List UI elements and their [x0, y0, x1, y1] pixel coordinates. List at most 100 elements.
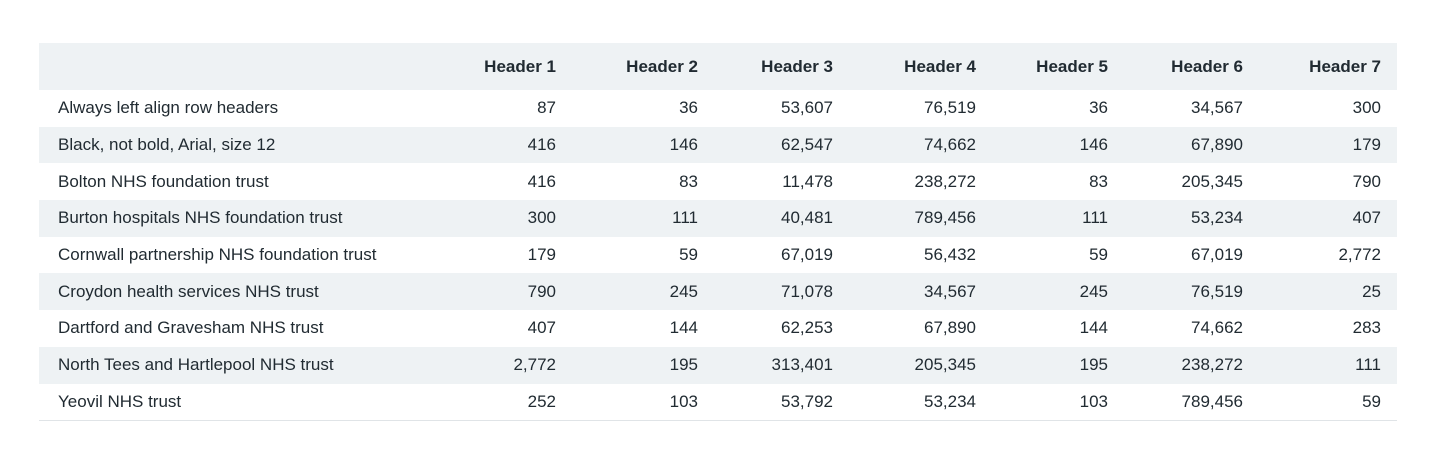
- data-cell: 74,662: [833, 126, 976, 164]
- row-spacer: [1381, 346, 1397, 384]
- row-spacer: [1381, 200, 1397, 237]
- data-cell: 111: [1243, 346, 1381, 384]
- row-spacer: [1381, 273, 1397, 311]
- data-cell: 252: [457, 383, 556, 422]
- row-header-cell: Always left align row headers: [58, 98, 279, 118]
- data-cell: 238,272: [1108, 346, 1243, 384]
- table-row: North Tees and Hartlepool NHS trust 2,772…: [39, 346, 1397, 384]
- data-cell: 111: [976, 200, 1108, 237]
- data-cell: 53,607: [781, 98, 833, 118]
- data-cell: 76,519: [924, 98, 976, 118]
- data-cell: 789,456: [833, 200, 976, 237]
- data-table: Header 1 Header 2 Header 3 Header 4 Head…: [39, 43, 1397, 422]
- data-cell: 59: [1089, 245, 1108, 265]
- data-cell: 53,234: [833, 383, 976, 422]
- data-cell: 53,792: [698, 383, 833, 422]
- row-spacer: [1381, 237, 1397, 274]
- data-cell: 2,772: [1338, 245, 1381, 265]
- row-spacer: [1381, 126, 1397, 164]
- table-row: Cornwall partnership NHS foundation trus…: [39, 237, 1397, 274]
- data-cell: 195: [976, 346, 1108, 384]
- data-cell: 179: [1243, 126, 1381, 164]
- row-header-cell: Burton hospitals NHS foundation trust: [39, 200, 457, 237]
- data-cell: 59: [1243, 383, 1381, 422]
- data-cell: 300: [457, 200, 556, 237]
- data-cell: 245: [556, 273, 698, 311]
- data-cell: 11,478: [782, 171, 833, 191]
- data-cell: 790: [457, 273, 556, 311]
- table-row: Croydon health services NHS trust 790 245 7…: [39, 273, 1397, 311]
- data-cell: 111: [556, 200, 698, 237]
- data-cell: 416: [527, 171, 556, 191]
- column-header: Header 3: [698, 43, 833, 90]
- column-header: Header 1: [457, 43, 556, 90]
- data-cell: 407: [1243, 200, 1381, 237]
- row-header-cell: Cornwall partnership NHS foundation trus…: [58, 245, 377, 265]
- data-cell: 407: [527, 318, 556, 338]
- data-cell: 62,253: [781, 318, 833, 338]
- header-row: Header 1 Header 2 Header 3 Header 4 Head…: [39, 43, 1397, 90]
- row-header-cell: North Tees and Hartlepool NHS trust: [39, 346, 457, 384]
- row-header-cell: Bolton NHS foundation trust: [58, 171, 269, 191]
- data-cell: 36: [1089, 98, 1108, 118]
- data-cell: 34,567: [833, 273, 976, 311]
- data-cell: 300: [1352, 98, 1381, 118]
- table-row: Always left align row headers 87 36 53,607 7…: [39, 90, 1397, 127]
- row-spacer: [1381, 383, 1397, 422]
- header-cell-empty: [39, 43, 457, 90]
- data-cell: 59: [679, 245, 698, 265]
- data-cell: 74,662: [1191, 318, 1243, 338]
- data-cell: 205,345: [833, 346, 976, 384]
- data-cell: 34,567: [1191, 98, 1243, 118]
- data-cell: 36: [679, 98, 698, 118]
- data-cell: 245: [976, 273, 1108, 311]
- data-cell: 103: [976, 383, 1108, 422]
- table-row: Dartford and Gravesham NHS trust 407 144 62…: [39, 310, 1397, 347]
- data-cell: 313,401: [698, 346, 833, 384]
- header-spacer: [1381, 43, 1397, 90]
- data-cell: 67,890: [924, 318, 976, 338]
- column-header: Header 6: [1108, 43, 1243, 90]
- table-header: Header 1 Header 2 Header 3 Header 4 Head…: [39, 43, 1397, 90]
- column-header: Header 5: [976, 43, 1108, 90]
- data-cell: 238,272: [914, 171, 976, 191]
- data-cell: 179: [527, 245, 556, 265]
- data-cell: 71,078: [698, 273, 833, 311]
- data-cell: 40,481: [698, 200, 833, 237]
- table-body: Always left align row headers 87 36 53,607 7…: [39, 90, 1397, 422]
- data-cell: 67,890: [1108, 126, 1243, 164]
- data-cell: 53,234: [1108, 200, 1243, 237]
- row-spacer: [1381, 90, 1397, 127]
- data-cell: 144: [1079, 318, 1108, 338]
- row-header-cell: Dartford and Gravesham NHS trust: [58, 318, 324, 338]
- table-row: Yeovil NHS trust 252 103 53,792 53,234 103 789…: [39, 383, 1397, 422]
- table-row: Burton hospitals NHS foundation trust 300…: [39, 200, 1397, 237]
- row-header-cell: Croydon health services NHS trust: [39, 273, 457, 311]
- column-header: Header 2: [556, 43, 698, 90]
- data-cell: 76,519: [1108, 273, 1243, 311]
- data-cell: 195: [556, 346, 698, 384]
- data-cell: 87: [537, 98, 556, 118]
- data-cell: 67,019: [1191, 245, 1243, 265]
- column-header: Header 7: [1243, 43, 1381, 90]
- table-row: Bolton NHS foundation trust 416 83 11,478 23…: [39, 163, 1397, 200]
- row-spacer: [1381, 163, 1397, 200]
- data-cell: 146: [976, 126, 1108, 164]
- data-cell: 25: [1243, 273, 1381, 311]
- data-cell: 416: [457, 126, 556, 164]
- data-cell: 144: [669, 318, 698, 338]
- table-row: Black, not bold, Arial, size 12 416 146 62,…: [39, 126, 1397, 164]
- data-cell: 62,547: [698, 126, 833, 164]
- data-cell: 789,456: [1108, 383, 1243, 422]
- row-spacer: [1381, 310, 1397, 347]
- data-cell: 790: [1352, 171, 1381, 191]
- data-cell: 283: [1352, 318, 1381, 338]
- data-cell: 56,432: [924, 245, 976, 265]
- data-cell: 103: [556, 383, 698, 422]
- row-header-cell: Yeovil NHS trust: [39, 383, 457, 422]
- data-cell: 146: [556, 126, 698, 164]
- data-cell: 83: [679, 171, 698, 191]
- data-cell: 67,019: [781, 245, 833, 265]
- data-table-container: Header 1 Header 2 Header 3 Header 4 Head…: [39, 43, 1397, 422]
- data-cell: 2,772: [457, 346, 556, 384]
